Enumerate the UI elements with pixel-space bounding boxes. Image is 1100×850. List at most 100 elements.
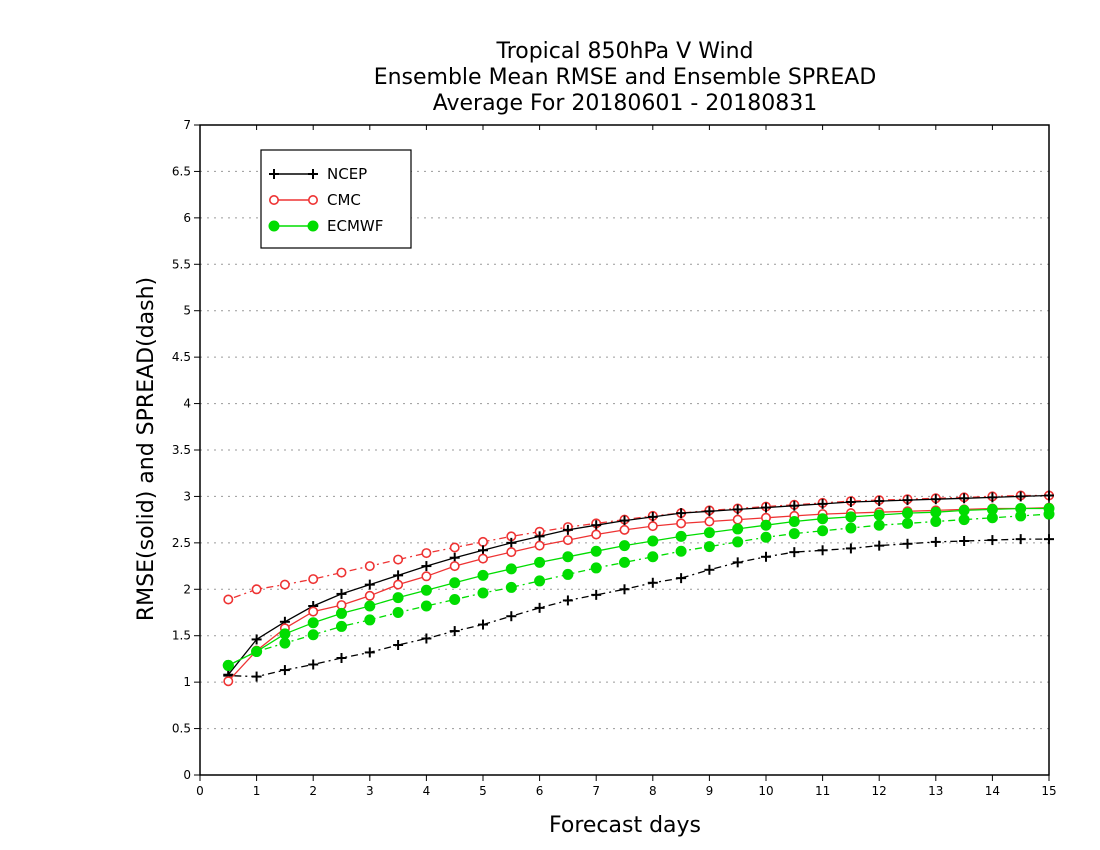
marker-dot (902, 507, 913, 519)
filled-circle-marker (364, 600, 376, 612)
marker-dot (534, 575, 546, 587)
marker-dot (477, 569, 489, 581)
x-tick-label: 4 (423, 784, 431, 798)
marker-circle (308, 574, 319, 585)
filled-circle-marker (307, 629, 319, 641)
plus-marker (987, 492, 998, 503)
y-tick-label: 0 (183, 768, 191, 782)
x-tick-label: 5 (479, 784, 487, 798)
ecmwf-rmse-line (228, 507, 1049, 666)
y-tick-label: 2 (183, 582, 191, 596)
plus-marker (987, 535, 998, 546)
plus-marker (562, 524, 573, 535)
marker-circle (534, 540, 545, 551)
filled-circle-marker (449, 577, 461, 589)
y-tick-label: 1 (183, 675, 191, 689)
x-tick-label: 8 (649, 784, 657, 798)
marker-circle (704, 516, 715, 527)
plus-marker (336, 653, 347, 663)
filled-circle-marker (392, 607, 404, 618)
open-circle-marker (562, 535, 573, 546)
open-circle-marker (619, 524, 630, 535)
plus-marker (279, 665, 290, 676)
x-tick-label: 3 (366, 784, 374, 798)
plus-marker (308, 169, 318, 179)
marker-dot (817, 513, 829, 525)
open-circle-marker (268, 195, 279, 206)
plus-marker (732, 504, 743, 515)
filled-circle-marker (958, 504, 970, 516)
plus-marker (930, 536, 941, 547)
plus-marker (393, 640, 404, 650)
plus-marker (478, 619, 488, 630)
marker-dot (647, 551, 659, 563)
filled-circle-marker (392, 592, 404, 604)
marker-circle (676, 518, 687, 529)
plus-marker (676, 573, 687, 584)
plus-marker (845, 543, 856, 554)
filled-circle-marker (449, 594, 461, 605)
marker-circle (268, 195, 279, 206)
plus-marker (647, 577, 658, 588)
marker-dot (873, 509, 885, 521)
filled-circle-marker (619, 556, 630, 568)
plus-marker (251, 671, 262, 682)
ncep-spread-series (223, 534, 1054, 682)
y-tick-label: 3 (183, 489, 191, 503)
open-circle-marker (449, 561, 460, 572)
filled-circle-marker (760, 519, 772, 531)
y-axis-ticks: 0 0.5 1 1.5 2 2.5 3 3.5 4 4.5 5 5.5 6 6.5 7 (172, 118, 200, 782)
marker-dot (619, 540, 630, 552)
open-circle-marker (364, 561, 375, 572)
marker-dot (986, 503, 998, 515)
marker-dot (732, 536, 744, 548)
filled-circle-marker (279, 637, 291, 649)
x-tick-label: 7 (592, 784, 600, 798)
plus-marker (817, 545, 828, 556)
filled-circle-marker (336, 620, 347, 632)
open-circle-marker (393, 554, 404, 565)
plus-marker (449, 552, 460, 563)
open-circle-marker (336, 567, 347, 578)
filled-circle-marker (703, 527, 715, 539)
marker-dot (336, 607, 347, 619)
filled-circle-marker (534, 575, 546, 587)
marker-dot (675, 545, 687, 557)
plus-marker (619, 515, 630, 526)
legend-label: ECMWF (327, 217, 383, 235)
open-circle-marker (364, 590, 375, 601)
marker-dot (420, 600, 432, 612)
marker-circle (223, 676, 234, 687)
marker-circle (279, 579, 290, 590)
marker-dot (703, 527, 715, 539)
title-line-1: Tropical 850hPa V Wind (495, 39, 753, 64)
open-circle-marker (506, 547, 517, 558)
plus-marker (789, 500, 800, 511)
marker-dot (222, 659, 234, 671)
marker-dot (817, 525, 829, 537)
plus-marker (562, 595, 573, 606)
filled-circle-marker (1015, 503, 1027, 514)
y-tick-label: 5.5 (172, 257, 191, 271)
filled-circle-marker (817, 513, 829, 525)
open-circle-marker (676, 518, 687, 529)
y-axis-title: RMSE(solid) and SPREAD(dash) (134, 277, 159, 621)
filled-circle-marker (760, 531, 772, 543)
plus-marker (421, 633, 432, 644)
marker-dot (902, 517, 913, 529)
x-tick-label: 11 (815, 784, 830, 798)
filled-circle-marker (647, 551, 659, 563)
y-tick-label: 4 (183, 397, 191, 411)
x-axis-title: Forecast days (549, 813, 701, 838)
marker-circle (364, 590, 375, 601)
marker-circle (307, 195, 318, 206)
plus-marker (676, 508, 687, 519)
marker-dot (1015, 503, 1027, 514)
marker-dot (732, 523, 744, 535)
marker-circle (421, 548, 432, 559)
marker-dot (420, 584, 432, 596)
x-axis-ticks: 0 1 2 3 4 5 6 7 8 9 10 11 12 13 14 15 (196, 125, 1057, 798)
marker-dot (703, 541, 715, 553)
legend-entry-ecmwf: ECMWF (268, 217, 383, 235)
